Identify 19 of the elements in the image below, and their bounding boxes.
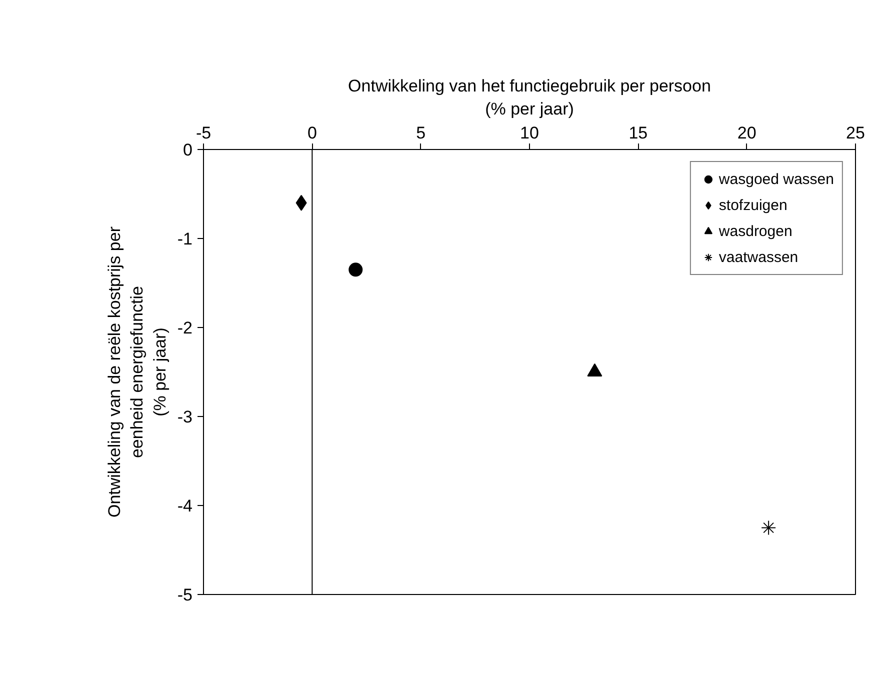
x-axis-title: Ontwikkeling van het functiegebruik per persoon (% per jaar) bbox=[348, 76, 711, 118]
y-tick-label: 0 bbox=[183, 140, 193, 160]
x-tick-label: 15 bbox=[628, 124, 648, 142]
x-tick-label: 10 bbox=[520, 124, 539, 142]
x-tick-label: 25 bbox=[846, 124, 865, 142]
x-tick-label: 0 bbox=[307, 124, 317, 142]
x-tick-label: -5 bbox=[196, 124, 212, 142]
legend-label: wasgoed wassen bbox=[718, 170, 834, 188]
y-tick-label: -5 bbox=[177, 586, 193, 604]
legend-label: vaatwassen bbox=[718, 248, 798, 266]
x-tick-label: 5 bbox=[416, 124, 426, 142]
y-tick-label: -1 bbox=[177, 230, 193, 248]
x-tick-label: 20 bbox=[737, 124, 756, 142]
y-tick-label: -2 bbox=[177, 318, 193, 338]
y-tick-label: -3 bbox=[177, 408, 193, 426]
legend-label: stofzuigen bbox=[718, 196, 788, 214]
y-axis-title: Ontwikkeling van de reële kostprijs per eenheid energiefunctie (% per jaar) bbox=[104, 226, 170, 518]
legend-label: wasdrogen bbox=[718, 222, 792, 240]
y-tick-label: -4 bbox=[177, 496, 193, 516]
